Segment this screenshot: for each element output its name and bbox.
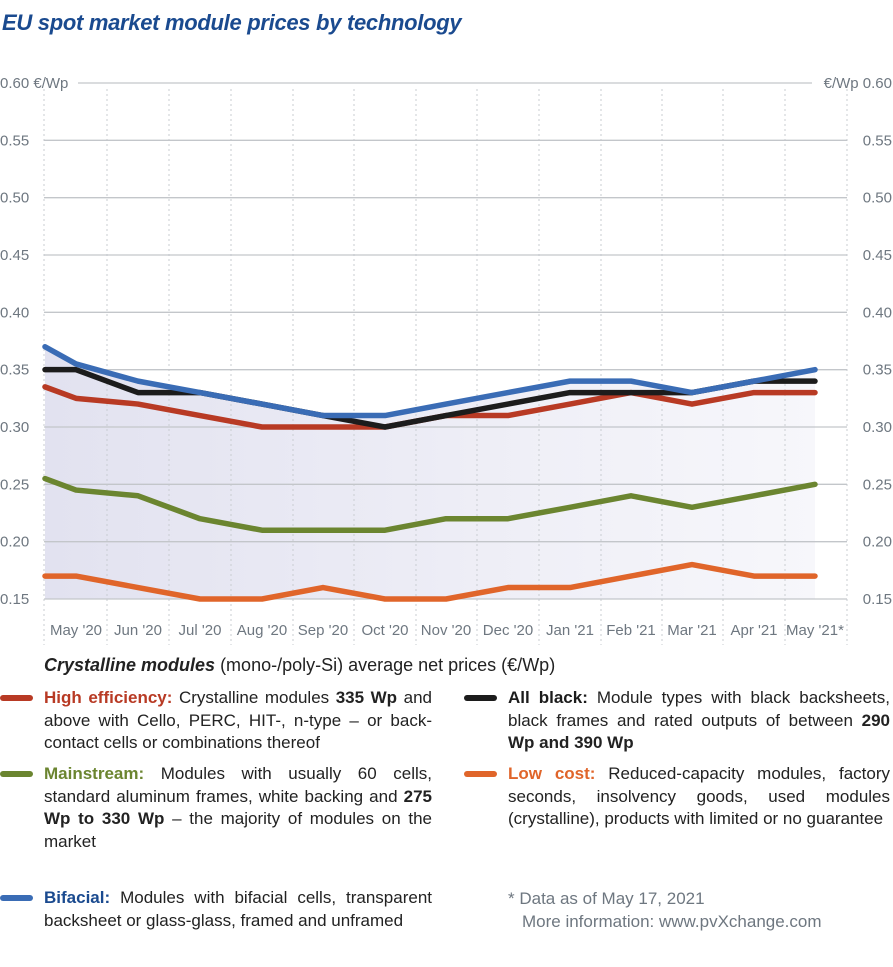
y-tick-label-left: 0.20	[0, 534, 29, 551]
legend-text: Crystalline modules	[172, 688, 336, 707]
legend-bold: 335 Wp	[335, 688, 398, 707]
legend-swatch-bifacial	[0, 895, 33, 901]
legend-text: Reduced-capacity modules, factory second…	[508, 764, 890, 828]
legend-swatch-all-black	[464, 695, 497, 701]
legend-heading-bold: Crystalline modules	[44, 655, 216, 675]
y-tick-label-left: 0.55	[0, 132, 29, 149]
legend-name: Bifacial:	[44, 888, 111, 907]
x-tick-label: Feb '21	[606, 622, 656, 639]
y-tick-label-left: 0.30	[0, 419, 29, 436]
y-tick-label-left: 0.45	[0, 247, 29, 264]
y-tick-label-right: 0.15	[863, 591, 892, 608]
y-tick-label-left: 0.25	[0, 476, 29, 493]
legend-name: High efficiency:	[44, 688, 173, 707]
y-tick-label-right: 0.30	[863, 419, 892, 436]
legend-swatch-mainstream	[0, 771, 33, 777]
x-tick-label: Apr '21	[730, 622, 777, 639]
y-tick-label-right: 0.25	[863, 476, 892, 493]
legend-item-high-efficiency: High efficiency: Crystalline modules 335…	[0, 687, 432, 755]
x-tick-label: Sep '20	[298, 622, 348, 639]
legend-item-low-cost: Low cost: Reduced-capacity modules, fact…	[464, 763, 890, 831]
area-fill	[45, 346, 815, 599]
footnote: * Data as of May 17, 2021 More informati…	[508, 888, 822, 933]
y-tick-label-right: 0.55	[863, 132, 892, 149]
legend-swatch-high-efficiency	[0, 695, 33, 701]
y-tick-label-right: 0.20	[863, 534, 892, 551]
x-tick-label: Jul '20	[179, 622, 222, 639]
legend-heading: Crystalline modules (mono-/poly-Si) aver…	[44, 655, 555, 676]
legend-text: Modules with usually 60 cells, standard …	[44, 764, 432, 806]
y-tick-label-right: 0.50	[863, 190, 892, 207]
series-line-mainstream	[42, 475, 818, 533]
legend-text: – the majority of modules on the market	[44, 809, 432, 851]
chart-title: EU spot market module prices by technolo…	[2, 10, 462, 35]
y-tick-label-right: 0.40	[863, 304, 892, 321]
x-tick-label: Jan '21	[546, 622, 594, 639]
legend-bold: 275 Wp to 330 Wp	[44, 786, 432, 829]
series-line-bifacial	[42, 343, 818, 419]
data-date-note: * Data as of May 17, 2021	[508, 889, 705, 908]
y-tick-label-right: 0.45	[863, 247, 892, 264]
legend-text: Modules with bifacial cells, transparent…	[44, 888, 432, 930]
x-tick-label: May '21*	[786, 622, 844, 639]
x-tick-label: May '20	[50, 622, 102, 639]
legend-item-mainstream: Mainstream: Modules with usually 60 cell…	[0, 763, 432, 853]
y-tick-label-left: 0.40	[0, 304, 29, 321]
x-tick-label: Aug '20	[237, 622, 287, 639]
x-tick-label: Jun '20	[114, 622, 162, 639]
y-tick-label-left: 0.15	[0, 591, 29, 608]
legend-name: All black:	[508, 688, 588, 707]
legend-bold: 290 Wp and 390 Wp	[508, 710, 890, 753]
x-tick-label: Dec '20	[483, 622, 533, 639]
x-tick-label: Oct '20	[361, 622, 408, 639]
y-tick-label-left: 0.50	[0, 190, 29, 207]
series-line-low-cost	[42, 561, 818, 602]
legend-name: Mainstream:	[44, 764, 145, 783]
y-axis-unit-left: 0.60 €/Wp	[0, 75, 68, 92]
legend-heading-rest: (mono-/poly-Si) average net prices (€/Wp…	[215, 655, 556, 675]
y-tick-label-right: 0.35	[863, 362, 892, 379]
legend-item-all-black: All black: Module types with black backs…	[464, 687, 890, 755]
x-tick-label: Mar '21	[667, 622, 717, 639]
y-axis-unit-right: €/Wp 0.60	[824, 75, 892, 92]
y-tick-label-left: 0.35	[0, 362, 29, 379]
legend-item-bifacial: Bifacial: Modules with bifacial cells, t…	[0, 887, 432, 932]
legend-swatch-low-cost	[464, 771, 497, 777]
legend-text: and above with Cello, PERC, HIT-, n-type…	[44, 688, 432, 752]
more-info-link[interactable]: More information: www.pvXchange.com	[522, 911, 822, 931]
legend-text: Module types with black backsheets, blac…	[508, 688, 890, 730]
x-tick-label: Nov '20	[421, 622, 471, 639]
line-chart: 0.60 €/Wp 0.55 0.50 0.45 0.40 0.35 0.30 0.25 0.2…	[0, 75, 892, 645]
legend-name: Low cost:	[508, 764, 596, 783]
